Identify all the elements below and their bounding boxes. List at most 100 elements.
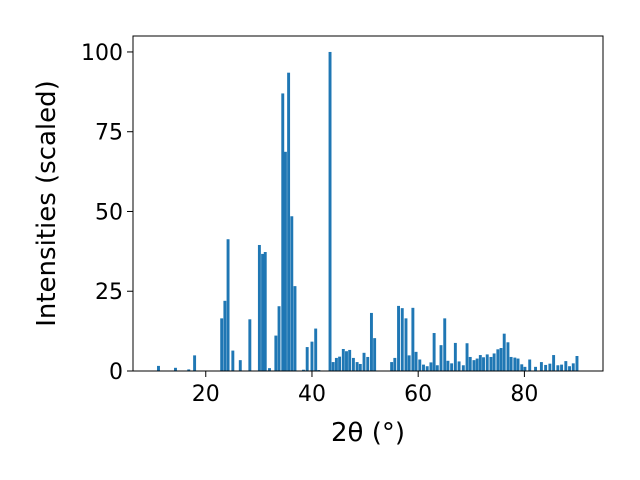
plot-frame (132, 35, 604, 372)
bars-layer (157, 51, 579, 372)
bar (418, 359, 422, 371)
bar (453, 342, 457, 371)
bar (226, 239, 230, 371)
bar (261, 253, 265, 371)
y-tick-label: 75 (95, 121, 123, 146)
bar (393, 357, 397, 371)
bar (475, 358, 479, 371)
bar (571, 363, 575, 371)
bar (348, 349, 352, 371)
bar (331, 362, 335, 371)
y-tick-label: 25 (95, 280, 123, 305)
bar (568, 366, 571, 371)
bar (564, 361, 568, 371)
bar (523, 366, 527, 371)
bar (274, 335, 278, 371)
y-tick-label: 50 (95, 200, 123, 225)
bar (338, 356, 342, 371)
bar (575, 356, 579, 371)
bar (496, 349, 500, 371)
bar (404, 318, 408, 371)
bar (534, 366, 538, 371)
bar (411, 307, 415, 371)
bar (287, 72, 291, 371)
bar (238, 360, 242, 371)
bar (341, 348, 345, 371)
bar (432, 333, 436, 371)
bar (193, 355, 197, 371)
bar (220, 318, 224, 371)
bar (516, 358, 520, 371)
bar (283, 151, 287, 371)
bar (223, 300, 227, 371)
y-axis-label: Intensities (scaled) (32, 80, 62, 327)
bar (439, 345, 443, 371)
bar (556, 365, 560, 371)
bar (334, 357, 338, 371)
bar (499, 348, 503, 371)
bar (560, 364, 564, 371)
bar (366, 356, 370, 371)
bar (277, 306, 281, 371)
bar (544, 364, 548, 371)
bar (485, 354, 489, 371)
y-tick-label: 0 (109, 360, 123, 385)
bar (425, 366, 429, 371)
bar (268, 368, 271, 371)
bar (310, 341, 314, 371)
bar (435, 365, 439, 371)
bar (443, 318, 447, 371)
bar (465, 343, 469, 371)
bar (400, 308, 404, 371)
bar (414, 351, 418, 371)
bar (373, 338, 377, 371)
x-axis-label: 2θ (°) (331, 418, 405, 448)
bar (528, 359, 532, 371)
bar (461, 365, 465, 371)
bar (407, 355, 411, 371)
bar (314, 328, 318, 371)
bar (369, 312, 373, 371)
bar (351, 357, 355, 371)
bar (187, 369, 191, 371)
bar (513, 357, 517, 371)
bar (305, 347, 309, 371)
bar (468, 356, 472, 371)
y-tick-label: 100 (81, 41, 123, 66)
x-tick-label: 60 (404, 382, 432, 407)
x-tick-label: 20 (192, 382, 220, 407)
bar (390, 362, 394, 371)
bar (457, 361, 461, 371)
bar (293, 286, 297, 371)
bar (263, 252, 267, 371)
bar (157, 365, 160, 371)
bar (482, 357, 485, 371)
bar (397, 305, 400, 371)
x-tick-label: 40 (298, 382, 326, 407)
bar (362, 352, 366, 371)
bar (328, 51, 332, 371)
bar (520, 364, 524, 371)
bar (257, 244, 261, 371)
bar (422, 364, 425, 371)
bar (174, 367, 177, 371)
bar (506, 342, 510, 371)
bar (281, 93, 285, 372)
bar (509, 356, 513, 371)
bar (450, 363, 454, 371)
bar (290, 216, 294, 371)
bar (548, 363, 552, 371)
bar (302, 369, 305, 371)
ticks-layer: 20 40 60 80 0 25 50 75 100 (81, 41, 538, 407)
bar (345, 351, 348, 371)
bar (429, 362, 433, 371)
bar (472, 360, 476, 371)
bar (248, 319, 252, 371)
bar (446, 360, 450, 371)
bar (502, 333, 506, 371)
bar (552, 355, 556, 371)
bar (355, 362, 359, 371)
bar (539, 362, 543, 371)
bar (358, 363, 362, 371)
